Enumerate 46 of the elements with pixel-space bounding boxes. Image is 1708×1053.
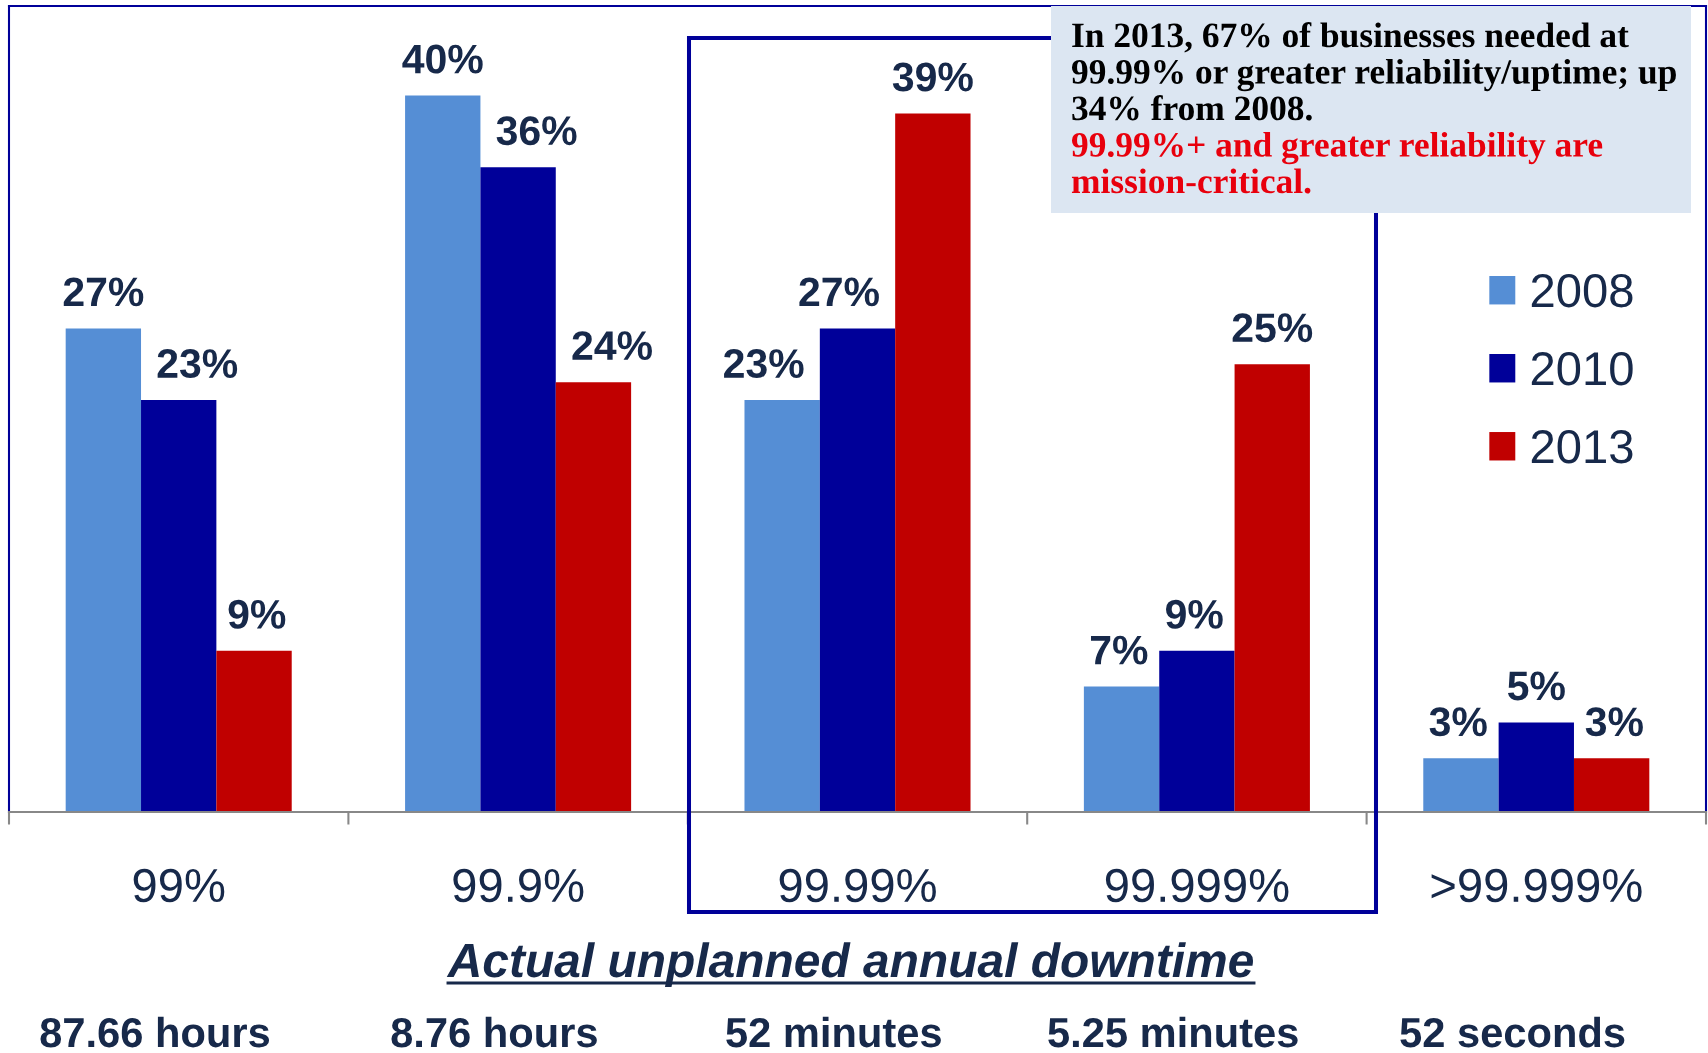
bar	[405, 95, 481, 812]
x-tick-label: 99%	[133, 868, 225, 903]
data-label: 3%	[1585, 707, 1643, 737]
text: 5.25 minutes	[1048, 1016, 1298, 1048]
data-label: 24%	[572, 331, 652, 361]
data-label: 40%	[402, 44, 483, 74]
bar	[65, 328, 142, 812]
data-label: 23%	[724, 349, 804, 379]
bar	[1159, 650, 1235, 812]
text: 52 minutes	[726, 1016, 941, 1048]
bar	[744, 400, 820, 812]
x-axis-title: Actual unplanned annual downtime	[446, 942, 1254, 987]
bar	[1423, 758, 1499, 812]
data-label: 27%	[799, 277, 879, 307]
annotation: 99.99%+ and greater reliability are mission-critical.	[1071, 131, 1603, 194]
data-label: 5%	[1507, 671, 1565, 701]
bar	[1234, 364, 1310, 812]
data-label: 23%	[157, 349, 238, 379]
x-tick-label: 99.99%	[779, 868, 936, 903]
legend-label: 2013	[1531, 429, 1633, 464]
text: 87.66 hours	[40, 1016, 270, 1048]
bar	[480, 167, 556, 812]
x-tick-label: 99.9%	[453, 868, 584, 903]
text: 52 seconds	[1400, 1016, 1625, 1048]
annotation: In 2013, 67% of businesses needed at 99.99% or greater reliability/uptime; up 34% from 2008.	[1071, 22, 1676, 121]
bar	[1573, 758, 1650, 812]
bar	[1083, 686, 1160, 812]
bar	[895, 113, 971, 812]
data-label: 9%	[228, 599, 286, 629]
bar	[141, 400, 217, 812]
x-tick-label: 99.999%	[1105, 868, 1289, 903]
data-label: 9%	[1166, 599, 1223, 629]
bar	[1498, 722, 1574, 812]
bar	[216, 650, 292, 812]
bar	[819, 328, 896, 812]
x-tick-label: >99.999%	[1431, 868, 1642, 903]
data-label: 36%	[496, 116, 577, 146]
bar	[555, 382, 632, 812]
data-label: 39%	[892, 62, 973, 92]
data-label: 25%	[1232, 313, 1313, 343]
data-label: 7%	[1090, 635, 1148, 665]
data-label: 27%	[63, 277, 144, 307]
text: 8.76 hours	[391, 1016, 597, 1048]
legend-label: 2008	[1531, 273, 1633, 308]
data-label: 3%	[1429, 707, 1487, 737]
legend-label: 2010	[1531, 351, 1633, 386]
